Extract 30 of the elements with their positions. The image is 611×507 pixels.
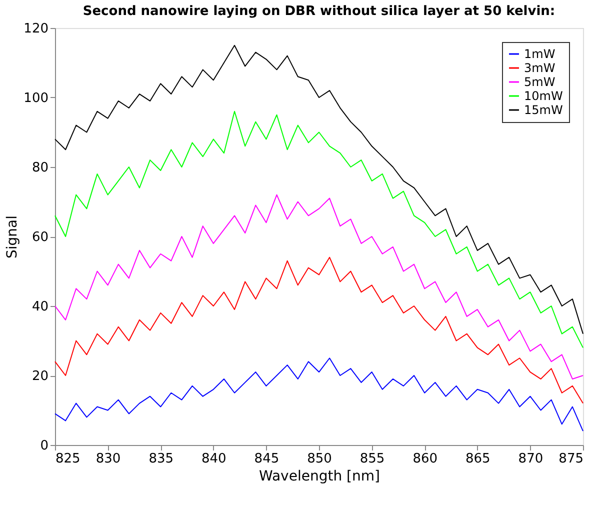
x-tick-label: 870 — [518, 452, 544, 466]
legend-label: 5mW — [524, 75, 556, 89]
x-tick-label: 850 — [307, 452, 332, 466]
line-series — [54, 44, 584, 334]
y-axis-title: Signal — [4, 215, 21, 259]
legend-label: 3mW — [524, 61, 556, 75]
x-tick-label: 825 — [56, 452, 80, 466]
legend-label: 15mW — [524, 103, 563, 117]
line-series — [54, 358, 584, 432]
line-series — [54, 256, 584, 404]
x-tick-label: 860 — [412, 452, 438, 466]
y-tick-label: 60 — [32, 230, 48, 245]
x-axis-title: Wavelength [nm] — [259, 468, 380, 484]
x-tick-label: 835 — [148, 452, 174, 466]
x-tick-label: 840 — [201, 452, 226, 466]
line-series — [54, 194, 584, 380]
y-tick-label: 0 — [40, 438, 48, 454]
legend-label: 10mW — [524, 89, 563, 103]
y-tick-label: 120 — [24, 22, 48, 36]
x-tick-label: 865 — [465, 452, 490, 466]
x-tick-label: 855 — [360, 452, 385, 466]
y-tick-label: 20 — [32, 369, 48, 384]
chart-title: Second nanowire laying on DBR without silica layer at 50 kelvin: — [82, 4, 556, 19]
legend-label: 1mW — [524, 47, 556, 61]
y-tick-label: 100 — [24, 91, 48, 106]
x-tick-label: 845 — [254, 452, 280, 466]
y-tick-label: 80 — [32, 160, 48, 176]
x-tick-label: 830 — [96, 452, 121, 466]
y-tick-label: 40 — [32, 300, 48, 314]
x-tick-label: 875 — [558, 452, 584, 466]
